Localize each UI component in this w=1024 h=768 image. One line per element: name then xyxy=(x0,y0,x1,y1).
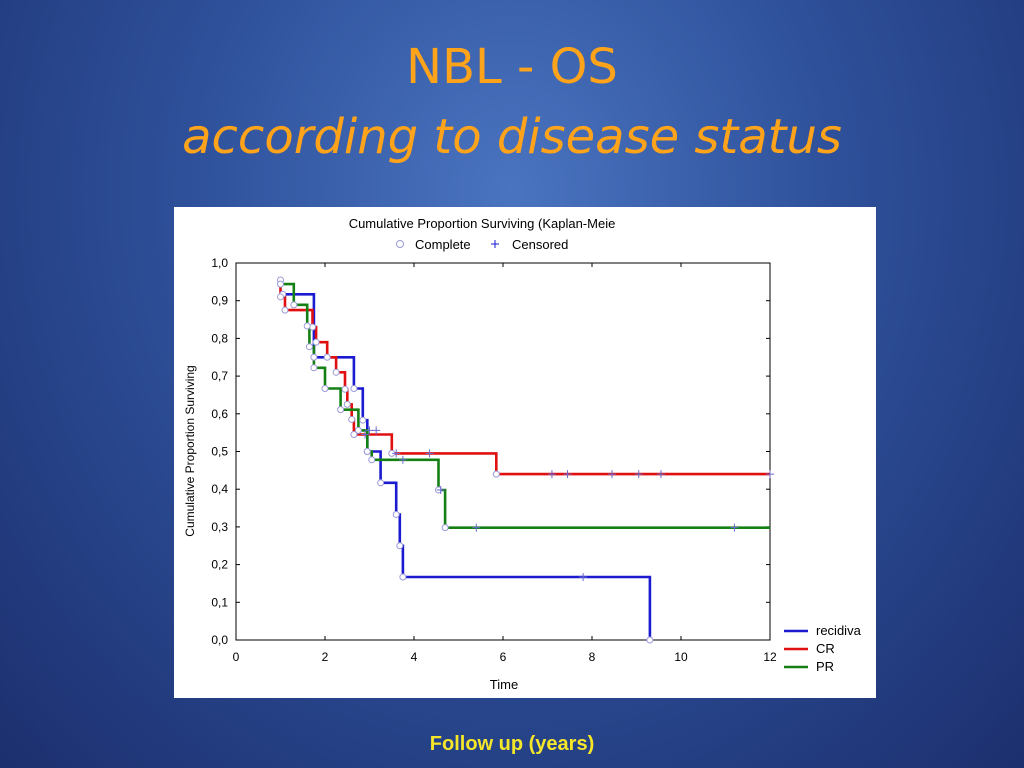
chart-panel: Cumulative Proportion Surviving (Kaplan-… xyxy=(174,207,876,698)
complete-point-pr xyxy=(337,406,345,414)
complete-point-pr xyxy=(441,524,449,532)
complete-point-recidiva xyxy=(310,353,318,361)
censored-point-pr xyxy=(372,426,381,435)
complete-point-pr xyxy=(303,322,311,330)
complete-point-cr xyxy=(277,293,284,301)
complete-point-cr xyxy=(492,470,500,478)
marker-layer xyxy=(277,276,774,644)
complete-point-cr xyxy=(341,385,349,393)
x-tick-label: 6 xyxy=(500,650,507,664)
complete-point-pr xyxy=(305,343,313,351)
x-tick-label: 10 xyxy=(674,650,688,664)
x-tick-label: 0 xyxy=(233,650,240,664)
complete-point-cr xyxy=(312,338,320,346)
censored-point-cr xyxy=(608,470,617,479)
complete-point-cr xyxy=(323,353,331,361)
complete-point-recidiva xyxy=(359,416,367,424)
complete-point-cr xyxy=(281,306,289,314)
x-axis-label: Time xyxy=(490,677,518,692)
series-line-pr xyxy=(280,282,770,529)
y-tick-label: 0,0 xyxy=(211,633,228,647)
complete-point-pr xyxy=(321,385,329,393)
censored-point-cr xyxy=(547,470,556,479)
marker-legend: Complete Censored xyxy=(396,237,568,252)
y-tick-label: 0,1 xyxy=(211,595,228,609)
marker-legend-censored: Censored xyxy=(512,237,568,252)
censored-point-cr xyxy=(656,470,665,479)
censored-point-pr xyxy=(730,523,739,532)
complete-point-recidiva xyxy=(399,573,407,581)
censored-point-recidiva xyxy=(579,573,588,582)
censored-marker-icon xyxy=(491,240,499,248)
slide-subtitle: according to disease status xyxy=(182,109,842,165)
x-tick-label: 2 xyxy=(322,650,329,664)
censored-point-cr xyxy=(634,470,643,479)
slide-title: NBL - OS xyxy=(406,39,618,95)
y-tick-label: 0,3 xyxy=(211,520,228,534)
complete-point-pr xyxy=(310,364,318,372)
plot-frame xyxy=(235,262,771,641)
y-tick-label: 0,5 xyxy=(211,445,228,459)
series-layer xyxy=(279,280,770,640)
complete-point-pr xyxy=(290,301,298,309)
legend-label-cr: CR xyxy=(816,641,835,656)
y-tick-label: 0,2 xyxy=(211,558,228,572)
censored-point-cr xyxy=(563,470,572,479)
complete-point-pr xyxy=(368,456,376,464)
marker-legend-complete: Complete xyxy=(415,237,471,252)
x-tick-label: 4 xyxy=(411,650,418,664)
series-legend: recidiva CR PR xyxy=(784,623,862,674)
censored-point-pr xyxy=(365,426,374,435)
complete-point-cr xyxy=(350,431,358,439)
censored-point-cr xyxy=(425,449,434,458)
y-tick-label: 0,8 xyxy=(211,331,228,345)
kaplan-meier-chart: Cumulative Proportion Surviving (Kaplan-… xyxy=(183,216,862,692)
complete-point-cr xyxy=(332,368,340,376)
complete-point-recidiva xyxy=(350,385,358,393)
complete-point-recidiva xyxy=(377,479,385,487)
censored-point-cr xyxy=(361,430,370,439)
censored-point-cr xyxy=(766,470,774,479)
complete-point-cr xyxy=(343,400,351,408)
x-tick-label: 8 xyxy=(589,650,596,664)
y-tick-label: 0,9 xyxy=(211,294,228,308)
complete-point-pr xyxy=(277,280,284,288)
censored-point-pr xyxy=(472,523,481,532)
complete-point-recidiva xyxy=(392,510,400,518)
y-tick-label: 1,0 xyxy=(211,256,228,270)
complete-point-pr xyxy=(354,426,362,434)
y-axis-label: Cumulative Proportion Surviving xyxy=(183,365,197,536)
series-line-recidiva xyxy=(282,293,652,640)
complete-point-recidiva xyxy=(396,542,404,550)
complete-point-recidiva xyxy=(646,636,654,644)
complete-point-cr xyxy=(348,415,356,423)
chart-title: Cumulative Proportion Surviving (Kaplan-… xyxy=(349,216,616,231)
censored-point-pr xyxy=(436,485,445,494)
complete-point-pr xyxy=(363,448,371,455)
y-tick-label: 0,7 xyxy=(211,369,228,383)
x-tick-label: 12 xyxy=(763,650,777,664)
legend-label-recidiva: recidiva xyxy=(816,623,862,638)
y-tick-label: 0,6 xyxy=(211,407,228,421)
censored-point-cr xyxy=(392,449,401,458)
legend-label-pr: PR xyxy=(816,659,834,674)
axis-ticks: 0 2 4 6 8 10 12 0,0 0,1 0,2 0,3 0,4 0,5 0,6 0,7 0,8 0,9 1… xyxy=(211,256,777,664)
complete-marker-icon xyxy=(396,240,404,248)
slide-footer: Follow up (years) xyxy=(429,733,595,755)
y-tick-label: 0,4 xyxy=(211,482,228,496)
censored-point-pr xyxy=(398,455,407,464)
series-line-cr xyxy=(279,280,770,476)
